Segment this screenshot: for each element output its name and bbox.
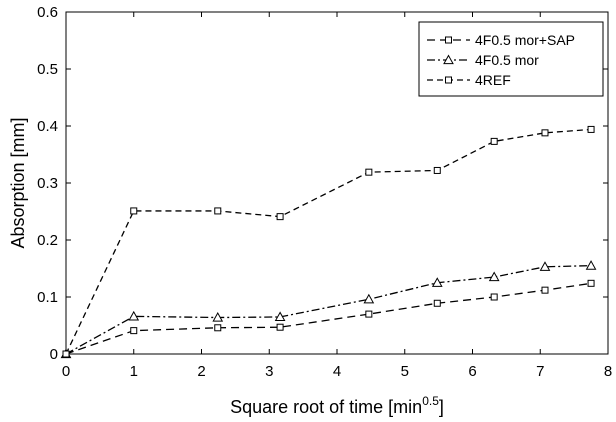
data-point bbox=[130, 207, 138, 215]
x-tick-label: 4 bbox=[333, 363, 341, 380]
data-point bbox=[433, 299, 441, 307]
data-point bbox=[365, 168, 373, 176]
data-point bbox=[585, 260, 597, 270]
y-tick-label: 0 bbox=[50, 346, 58, 363]
legend-label: 4REF bbox=[475, 72, 511, 88]
x-tick-label: 1 bbox=[130, 363, 138, 380]
x-axis-label: Square root of time [min0.5] bbox=[230, 394, 444, 417]
axis-ticks: 0 1 2 3 4 5 6 7 8 0 0.1 0.2 0.3 0.4 0.5 0.6 bbox=[37, 4, 612, 380]
data-point bbox=[214, 207, 222, 215]
series-1 bbox=[62, 279, 595, 358]
y-tick-label: 0.6 bbox=[37, 4, 58, 21]
x-tick-label: 3 bbox=[265, 363, 273, 380]
data-point bbox=[363, 293, 375, 304]
data-point bbox=[62, 350, 70, 358]
data-point bbox=[587, 279, 595, 287]
legend-entry: 4F0.5 mor bbox=[427, 52, 539, 68]
data-point bbox=[541, 286, 549, 294]
data-point bbox=[490, 293, 498, 301]
data-point bbox=[587, 125, 595, 133]
legend-marker bbox=[445, 36, 452, 44]
data-point bbox=[130, 327, 138, 335]
x-tick-label: 6 bbox=[468, 363, 476, 380]
x-tick-label: 7 bbox=[536, 363, 544, 380]
data-point bbox=[541, 129, 549, 137]
y-tick-label: 0.5 bbox=[37, 61, 58, 78]
x-tick-label: 2 bbox=[197, 363, 205, 380]
data-point bbox=[212, 311, 224, 322]
legend: 4F0.5 mor+SAP 4F0.5 mor 4REF bbox=[418, 21, 604, 97]
y-tick-label: 0.2 bbox=[37, 232, 58, 249]
legend-marker bbox=[443, 54, 454, 65]
series-3 bbox=[62, 125, 595, 358]
y-tick-label: 0.3 bbox=[37, 175, 58, 192]
series-line bbox=[65, 265, 592, 355]
data-point bbox=[490, 137, 498, 145]
x-axis-label-suffix: ] bbox=[439, 397, 444, 417]
legend-entry: 4F0.5 mor+SAP bbox=[427, 32, 575, 48]
series-layer bbox=[60, 125, 597, 359]
data-point bbox=[128, 310, 140, 321]
x-axis-label-exponent: 0.5 bbox=[422, 394, 439, 408]
legend-label: 4F0.5 mor bbox=[475, 52, 539, 68]
data-point bbox=[274, 311, 286, 322]
y-axis-label: Absorption [mm] bbox=[8, 117, 28, 248]
x-axis-label-main: Square root of time [min bbox=[230, 397, 422, 417]
data-point bbox=[276, 213, 284, 221]
legend-entry: 4REF bbox=[427, 72, 511, 88]
x-tick-label: 5 bbox=[401, 363, 409, 380]
legend-marker bbox=[445, 76, 452, 84]
data-point bbox=[431, 277, 443, 287]
data-point bbox=[488, 271, 500, 282]
data-point bbox=[539, 261, 551, 271]
data-point bbox=[276, 323, 284, 331]
data-point bbox=[214, 324, 222, 332]
x-tick-label: 8 bbox=[604, 363, 612, 380]
data-point bbox=[433, 166, 441, 174]
series-line bbox=[65, 282, 592, 355]
legend-label: 4F0.5 mor+SAP bbox=[475, 32, 575, 48]
x-tick-label: 0 bbox=[62, 363, 70, 380]
y-tick-label: 0.1 bbox=[37, 289, 58, 306]
y-tick-label: 0.4 bbox=[37, 118, 58, 135]
data-point bbox=[365, 310, 373, 318]
